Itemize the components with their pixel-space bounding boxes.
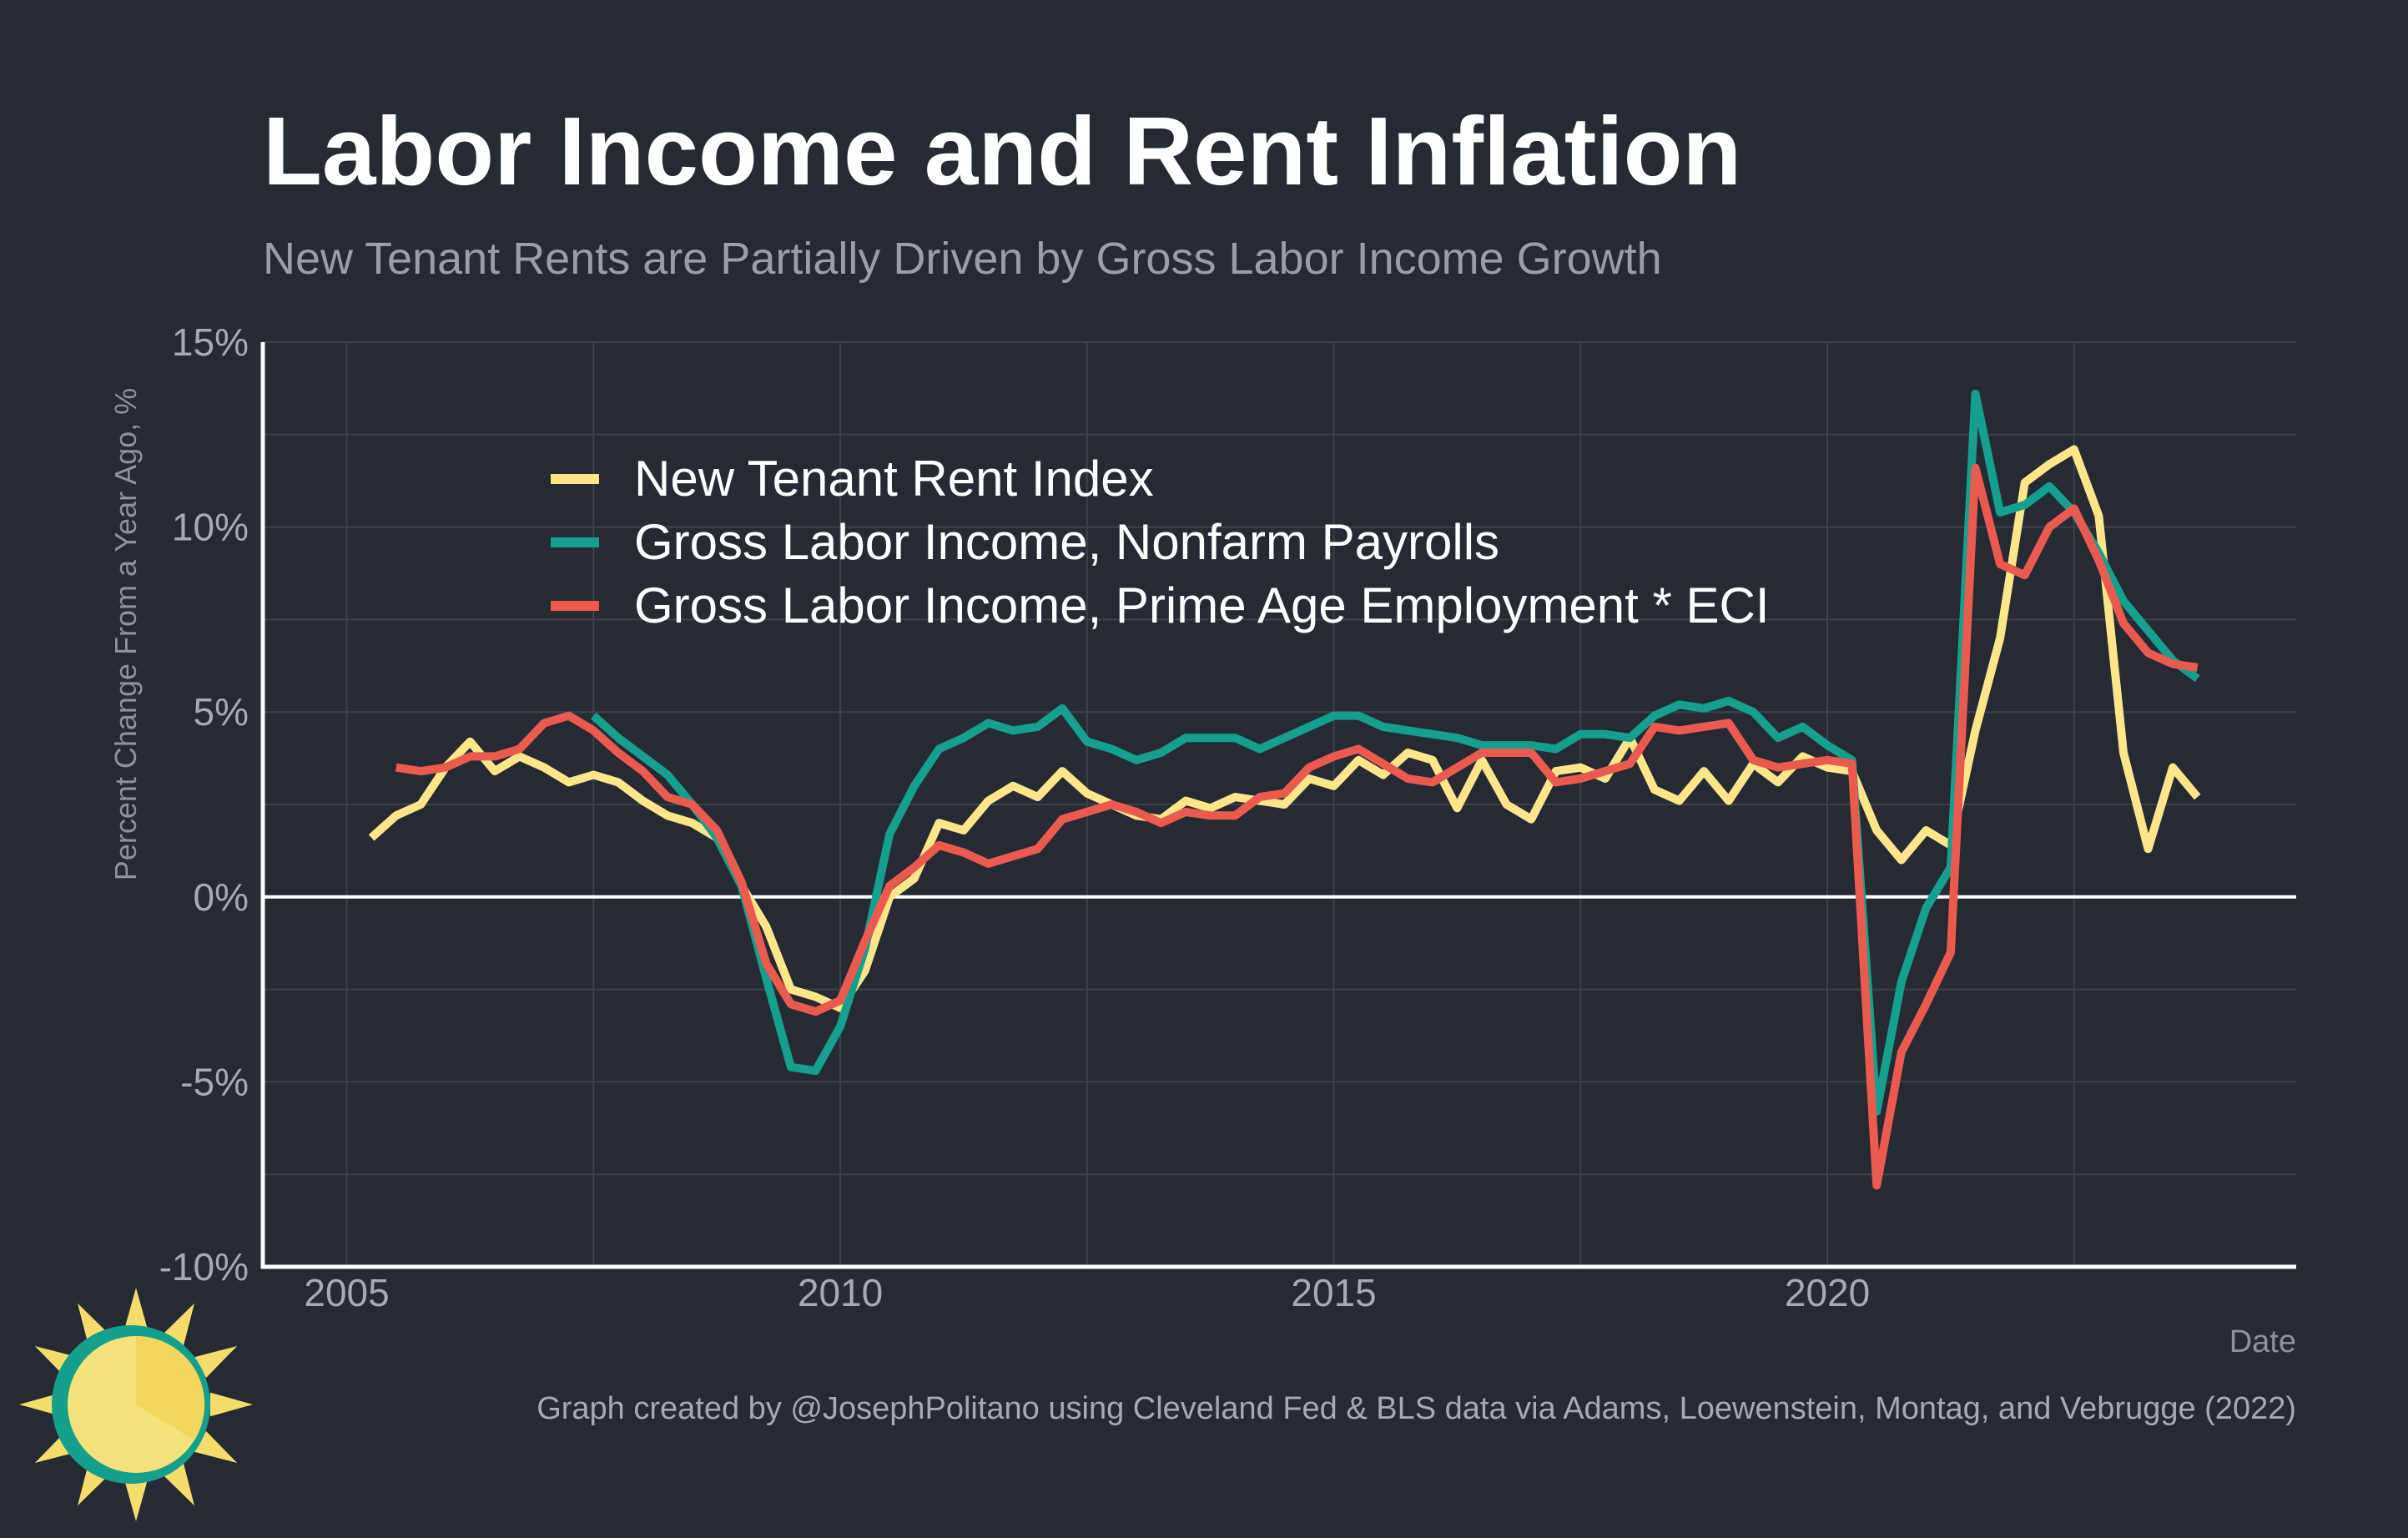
series-line-3 (395, 463, 2199, 1190)
sun-ray-icon (123, 1288, 149, 1331)
x-tick-label: 2010 (798, 1271, 883, 1314)
legend-entry: Gross Labor Income, Prime Age Employment… (634, 577, 1770, 633)
y-tick-label: 10% (172, 506, 249, 549)
y-tick-label: -10% (159, 1245, 249, 1288)
x-axis-label: Date (2229, 1324, 2296, 1359)
series-line-1 (368, 445, 2201, 1012)
sun-ray-icon (163, 1303, 194, 1347)
sun-ray-icon (194, 1346, 238, 1378)
chart-subtitle: New Tenant Rents are Partially Driven by… (263, 234, 1662, 284)
sun-shade-icon (136, 1335, 205, 1440)
sun-ray-icon (19, 1392, 63, 1417)
sun-ray-icon (209, 1392, 253, 1417)
y-tick-label: 0% (194, 875, 249, 919)
sun-ray-icon (194, 1431, 238, 1463)
sun-ray-icon (163, 1462, 194, 1506)
legend-entry: Gross Labor Income, Nonfarm Payrolls (634, 514, 1499, 570)
y-axis-label: Percent Change From a Year Ago, % (108, 388, 143, 880)
sun-ray-icon (123, 1478, 149, 1521)
chart-title: Labor Income and Rent Inflation (263, 97, 1741, 205)
y-tick-label: 15% (172, 320, 249, 364)
x-tick-label: 2020 (1785, 1271, 1870, 1314)
y-tick-label: 5% (194, 690, 249, 734)
chart-caption: Graph created by @JosephPolitano using C… (537, 1391, 2296, 1426)
legend: New Tenant Rent Index Gross Labor Income,… (551, 451, 1770, 633)
sun-logo-icon (19, 1288, 253, 1521)
y-tick-label: -5% (180, 1060, 249, 1103)
series-lines (368, 390, 2201, 1190)
axes (260, 342, 2296, 1269)
x-tick-label: 2015 (1291, 1271, 1376, 1314)
x-tick-labels: 2005 2010 2015 2020 (304, 1271, 1870, 1314)
legend-entry: New Tenant Rent Index (634, 451, 1154, 507)
y-tick-labels: -10% -5% 0% 5% 10% 15% (159, 320, 249, 1288)
x-tick-label: 2005 (304, 1271, 389, 1314)
